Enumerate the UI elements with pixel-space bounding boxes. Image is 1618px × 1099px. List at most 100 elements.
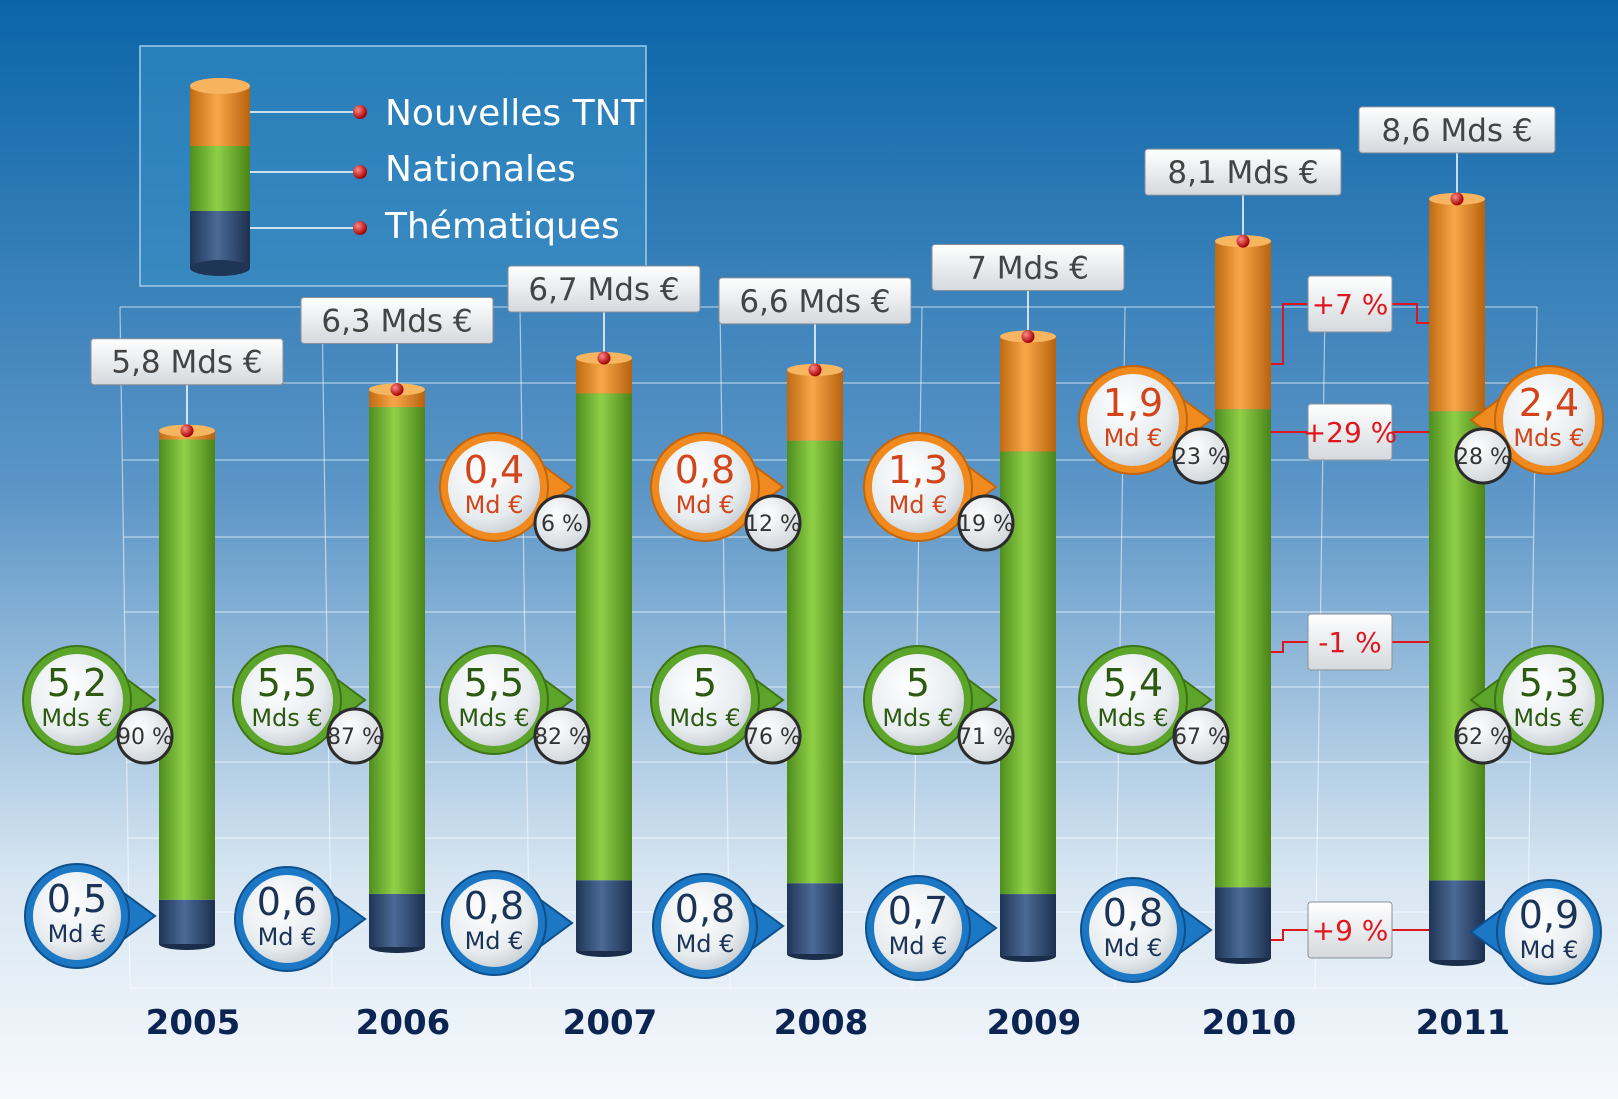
bar-nationales	[369, 407, 425, 894]
legend-swatch	[190, 78, 250, 276]
nationales-unit: Mds €	[1097, 704, 1168, 732]
total-box	[1144, 148, 1342, 196]
pct-badge-nationales	[957, 707, 1015, 765]
thematiques-value: 0,9	[1519, 893, 1579, 937]
nationales-share: 67 %	[1173, 725, 1229, 750]
bar-nationales	[576, 393, 632, 881]
change-box	[1307, 403, 1393, 461]
grid-line-v	[719, 306, 731, 989]
bar-nationales	[159, 439, 215, 900]
thematiques-unit: Md €	[889, 932, 948, 960]
year-label: 2008	[774, 1003, 869, 1043]
bubble-thematiques	[874, 884, 962, 972]
thematiques-value: 0,6	[257, 880, 317, 924]
bubble-thematiques	[1505, 888, 1593, 976]
thematiques-value: 0,8	[464, 884, 524, 928]
bars	[159, 192, 1485, 966]
pct-badge-nouvelles-tnt	[744, 494, 802, 552]
thematiques-value: 0,8	[675, 887, 735, 931]
bar-thematiques	[1215, 887, 1271, 958]
bubble-nationales	[31, 654, 123, 746]
bar-nouvelles-tnt	[787, 369, 843, 441]
nouvelles-tnt-share: 12 %	[745, 512, 801, 537]
total-marker	[597, 351, 611, 365]
total-label: 7 Mds €	[967, 251, 1089, 287]
change-box	[1307, 901, 1393, 959]
total-marker	[180, 424, 194, 438]
nouvelles-tnt-unit: Md €	[889, 491, 948, 519]
nationales-value: 5,4	[1103, 661, 1163, 705]
total-box	[507, 265, 701, 313]
nouvelles-tnt-unit: Mds €	[1513, 424, 1584, 452]
grid-line-v	[321, 306, 333, 989]
bubble-thematiques	[243, 875, 331, 963]
thematiques-unit: Md €	[465, 927, 524, 955]
pct-badge-nouvelles-tnt	[957, 494, 1015, 552]
bubble-nationales	[241, 654, 333, 746]
thematiques-unit: Md €	[676, 930, 735, 958]
nationales-value: 5,2	[47, 661, 107, 705]
bubble-thematiques	[1089, 886, 1177, 974]
bubble-nationales	[1087, 654, 1179, 746]
year-label: 2011	[1416, 1003, 1511, 1043]
nouvelles-tnt-value: 0,8	[675, 448, 735, 492]
legend-label-nouvelles-tnt: Nouvelles TNT	[385, 93, 644, 134]
change-label: +9 %	[1312, 914, 1389, 947]
change-label: +29 %	[1303, 416, 1398, 449]
pct-badge-nationales	[533, 707, 591, 765]
bar-nationales	[1429, 411, 1485, 881]
nouvelles-tnt-share: 28 %	[1455, 445, 1511, 470]
bubble-nouvelles-tnt	[448, 441, 540, 533]
pct-badge-nouvelles-tnt	[1454, 427, 1512, 485]
bubble-nationales	[659, 654, 751, 746]
total-label: 5,8 Mds €	[111, 345, 262, 381]
year-label: 2009	[987, 1003, 1082, 1043]
change-box	[1307, 613, 1393, 671]
bar-nationales	[1215, 409, 1271, 888]
total-marker	[390, 382, 404, 396]
nouvelles-tnt-share: 6 %	[541, 512, 583, 537]
pct-badge-nationales	[1454, 707, 1512, 765]
bubble-thematiques	[33, 872, 121, 960]
nationales-share: 87 %	[327, 725, 383, 750]
total-marker	[1450, 192, 1464, 206]
bubble-nouvelles-tnt	[872, 441, 964, 533]
pct-badge-nationales	[326, 707, 384, 765]
bar-thematiques	[787, 883, 843, 954]
thematiques-value: 0,5	[47, 877, 107, 921]
nouvelles-tnt-unit: Md €	[1104, 424, 1163, 452]
nationales-unit: Mds €	[251, 704, 322, 732]
change-connector	[1271, 929, 1429, 941]
bubble-nouvelles-tnt	[659, 441, 751, 533]
legend: Nouvelles TNT Nationales Thématiques	[139, 45, 647, 287]
total-marker	[808, 363, 822, 377]
bar-nouvelles-tnt	[1215, 241, 1271, 410]
nouvelles-tnt-value: 1,3	[888, 448, 948, 492]
nationales-unit: Mds €	[669, 704, 740, 732]
grid-line-v	[519, 306, 531, 989]
nationales-value: 5,5	[464, 661, 524, 705]
thematiques-value: 0,8	[1103, 891, 1163, 935]
bubble-nouvelles-tnt	[1503, 374, 1595, 466]
thematiques-unit: Md €	[48, 920, 107, 948]
thematiques-value: 0,7	[888, 889, 948, 933]
bubble-nationales	[872, 654, 964, 746]
total-label: 6,7 Mds €	[528, 272, 679, 308]
nationales-share: 71 %	[958, 725, 1014, 750]
bar-nouvelles-tnt	[1429, 198, 1485, 412]
nationales-value: 5,5	[257, 661, 317, 705]
nationales-unit: Mds €	[882, 704, 953, 732]
nationales-value: 5	[693, 661, 717, 705]
total-label: 8,6 Mds €	[1381, 113, 1532, 149]
change-label: +7 %	[1312, 288, 1389, 321]
nouvelles-tnt-value: 2,4	[1519, 381, 1579, 425]
bar-thematiques	[1429, 880, 1485, 960]
thematiques-unit: Md €	[1104, 934, 1163, 962]
nationales-value: 5	[906, 661, 930, 705]
total-box	[300, 296, 494, 344]
bar-thematiques	[159, 899, 215, 944]
year-label: 2005	[146, 1003, 241, 1043]
bar-thematiques	[576, 880, 632, 951]
